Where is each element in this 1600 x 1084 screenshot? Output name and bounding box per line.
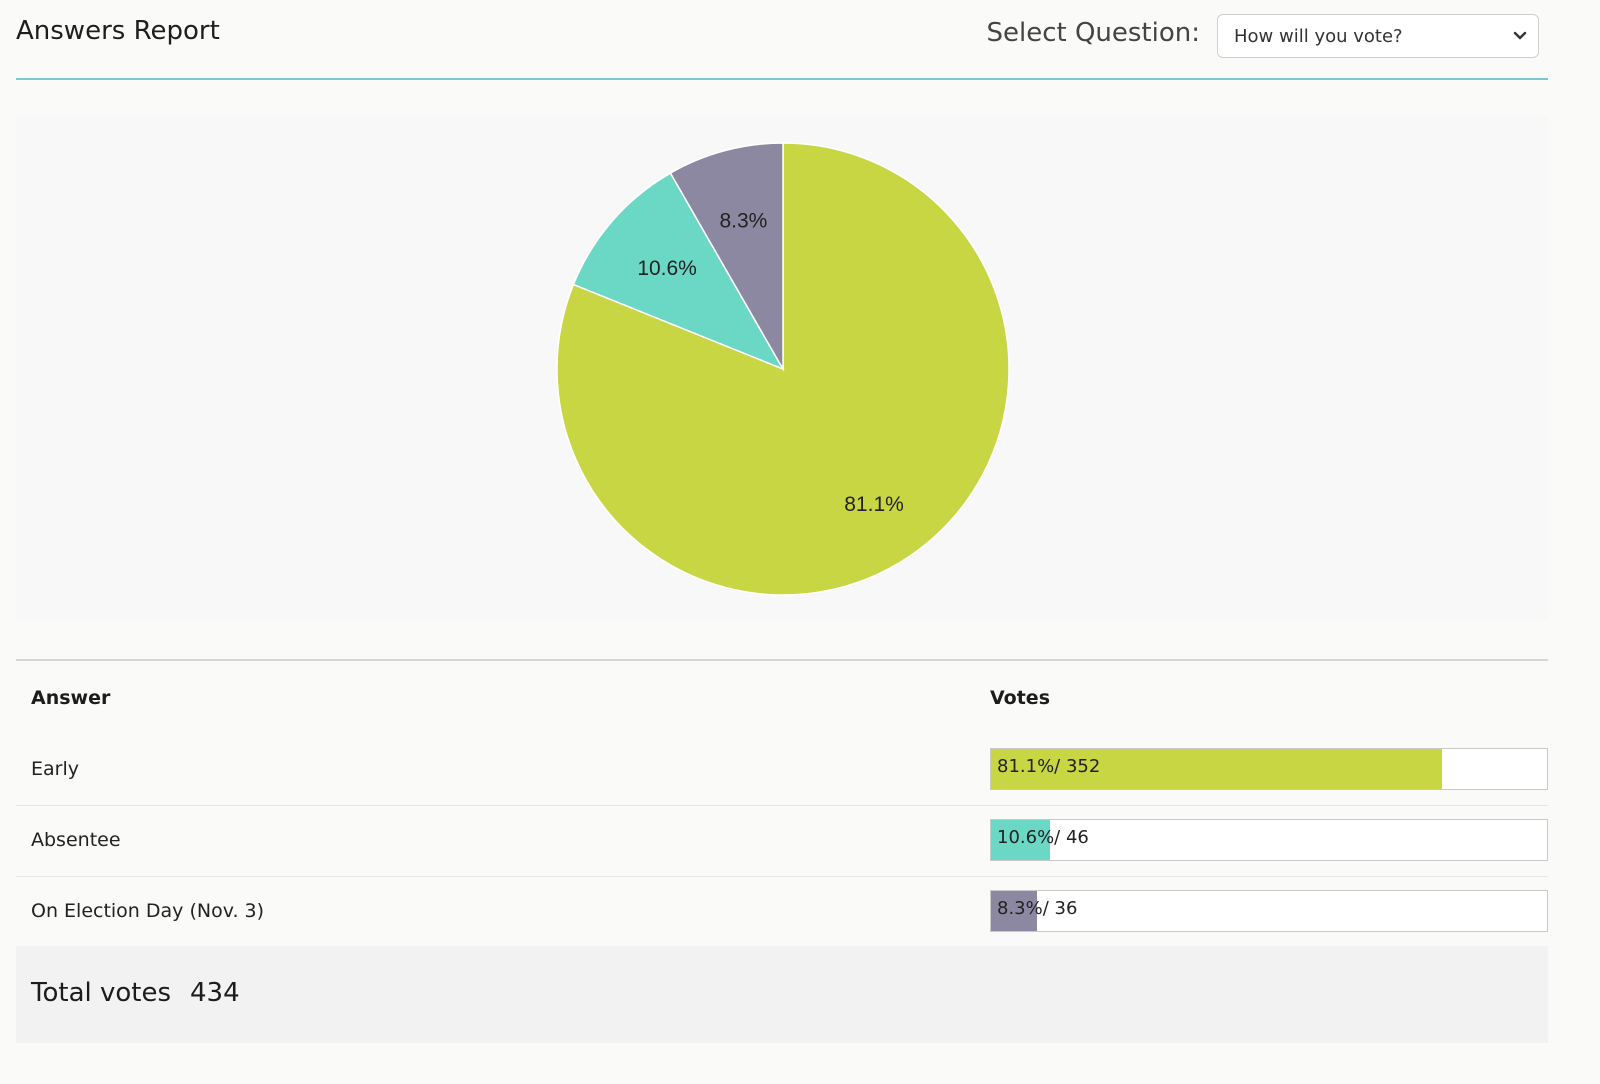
table-row: Absentee 10.6%/ 46 [16,806,1548,877]
select-question-label: Select Question: [986,18,1200,48]
pie-chart-panel: 81.1% 10.6% 8.3% [16,115,1548,620]
column-header-votes: Votes [990,687,1050,709]
chevron-down-icon [1513,31,1527,40]
vote-bar-fill [991,749,1442,789]
vote-bar: 8.3%/ 36 [990,890,1548,932]
total-votes-panel: Total votes 434 [16,946,1548,1043]
report-header: Answers Report Select Question: How will… [16,0,1548,80]
pie-slice-label: 10.6% [637,257,697,280]
vote-bar-text: 8.3%/ 36 [997,898,1078,919]
vote-bar-text: 81.1%/ 352 [997,756,1101,777]
vote-bar-fill [991,820,1050,860]
answer-label: On Election Day (Nov. 3) [31,900,265,922]
vote-bar-text: 10.6%/ 46 [997,827,1089,848]
question-select-value: How will you vote? [1234,26,1403,47]
pie-slice-label: 81.1% [844,493,904,516]
table-header: Answer Votes [16,661,1548,735]
table-row: Early 81.1%/ 352 [16,735,1548,806]
pie-chart: 81.1% 10.6% 8.3% [556,142,1010,596]
pie-slice-absentee [572,172,785,371]
answers-table: Answer Votes Early 81.1%/ 352 Absentee 1… [16,659,1548,948]
pie-slice-label: 8.3% [719,210,767,233]
column-header-answer: Answer [31,687,111,709]
question-select[interactable]: How will you vote? [1217,14,1539,58]
vote-bar: 81.1%/ 352 [990,748,1548,790]
total-votes-label: Total votes [31,978,172,1008]
answer-label: Early [31,758,79,780]
pie-slice-early [556,142,1010,596]
total-votes-value: 434 [190,978,240,1008]
pie-slice-on-election-day-nov-3 [669,142,784,372]
table-row: On Election Day (Nov. 3) 8.3%/ 36 [16,877,1548,948]
page-title: Answers Report [16,16,220,46]
vote-bar-fill [991,891,1038,931]
vote-bar: 10.6%/ 46 [990,819,1548,861]
answer-label: Absentee [31,829,121,851]
